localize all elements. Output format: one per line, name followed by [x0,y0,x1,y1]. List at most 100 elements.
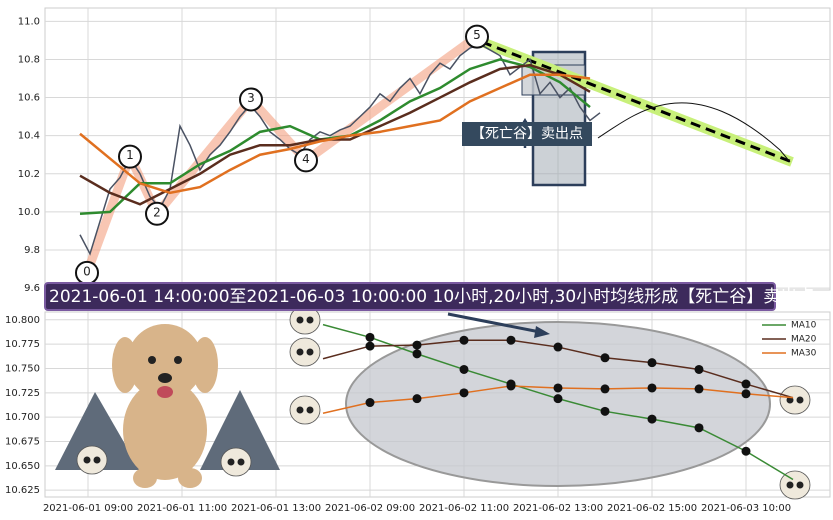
wave-point-label: 2 [153,205,161,219]
y-tick-label: 10.6 [18,93,40,104]
ma-dot [506,381,516,391]
skull-eye [306,316,314,324]
trend-line [481,40,793,164]
ma-dot [365,398,375,408]
curve-arrow [597,102,791,163]
y-tick-label: 10.8 [18,54,40,65]
mountain [55,392,140,470]
skull [779,470,811,500]
skull-eye [93,456,101,464]
ma-dot [506,335,516,345]
ma-dot [694,423,704,433]
x-tick-label: 2021-06-02 09:00 [325,503,415,514]
skull-eye [796,481,804,489]
y-tick-label: 10.750 [5,363,40,374]
skull-eye [786,481,794,489]
ma-dot [553,383,563,393]
y-tick-label: 9.8 [24,245,40,256]
ma-dot [600,406,610,416]
x-tick-label: 2021-06-01 09:00 [43,503,133,514]
skull-eye [296,348,304,356]
x-tick-label: 2021-06-02 11:00 [419,503,509,514]
skull-eye [227,458,235,466]
wave-point-label: 3 [247,91,255,105]
x-tick-label: 2021-06-03 10:00 [701,503,791,514]
ma-dot [647,414,657,424]
ma-dot [365,341,375,351]
skull-eye [83,456,91,464]
ma-dot [741,379,751,389]
skull-eye [237,458,245,466]
skull-eye [796,396,804,404]
annotation-box [462,122,592,146]
y-tick-label: 10.725 [5,388,40,399]
wave-point [465,24,489,49]
x-tick-label: 2021-06-01 13:00 [231,503,321,514]
banner [44,282,776,311]
ma-dot [459,335,469,345]
wave-point [145,201,169,226]
y-tick-label: 10.650 [5,461,40,472]
ma-dot [412,340,422,350]
wave-point-label: 0 [83,264,91,278]
legend-label: MA10 [791,321,817,331]
y-tick-label: 10.625 [5,485,40,496]
ma-dot [600,384,610,394]
wave-point-label: 1 [126,148,134,162]
ma-dot [647,383,657,393]
wave-point-label: 5 [473,28,481,42]
ma-dot [647,358,657,368]
y-tick-label: 10.800 [5,315,40,326]
ma-dot [694,364,704,374]
ma-dot [365,332,375,342]
skull [289,395,321,425]
pointer-arrow-head [534,326,550,338]
wave-point [239,87,263,112]
skull-eye [296,406,304,414]
x-tick-label: 2021-06-02 15:00 [607,503,697,514]
ma-dot [412,349,422,359]
wave-point [294,148,318,173]
skull-eye [306,348,314,356]
skull [779,385,811,415]
ma-dot [694,384,704,394]
ma-dot [412,394,422,404]
ma-dot [459,388,469,398]
y-tick-label: 10.0 [18,207,40,218]
wave-point-label: 4 [302,152,310,166]
y-tick-label: 11.0 [18,16,40,27]
skull [220,447,252,477]
legend-label: MA20 [791,335,817,345]
ma-dot [553,394,563,404]
ma-dot [741,446,751,456]
x-tick-label: 2021-06-01 11:00 [137,503,227,514]
y-tick-label: 10.775 [5,339,40,350]
y-tick-label: 10.700 [5,412,40,423]
ma-dot [459,364,469,374]
legend-label: MA30 [791,349,817,359]
dog [112,324,218,488]
y-tick-label: 10.4 [18,131,40,142]
top-frame [44,7,831,291]
ma-dot [600,353,610,363]
ma-dot [741,389,751,399]
pointer-arrow [447,312,541,334]
ma-line [79,73,591,195]
y-tick-label: 9.6 [24,283,40,294]
skull [289,337,321,367]
banner-text: 2021-06-01 14:00:00至2021-06-03 10:00:00 … [49,287,814,307]
price-line [79,43,601,256]
annotation-text: 【死亡谷】卖出点 [471,126,583,142]
skull [76,445,108,475]
skull-eye [306,406,314,414]
decorations [55,37,811,500]
y-tick-label: 10.675 [5,437,40,448]
y-tick-label: 10.2 [18,169,40,180]
wave-point [118,144,142,169]
x-tick-label: 2021-06-02 13:00 [513,503,603,514]
highlight-ellipse [345,321,771,487]
mountain [200,390,280,470]
ma-dot [553,342,563,352]
